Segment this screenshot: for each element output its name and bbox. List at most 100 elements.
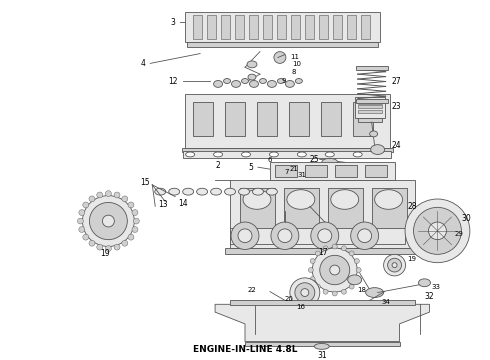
Bar — [249, 15, 258, 39]
Bar — [291, 15, 300, 39]
Ellipse shape — [83, 202, 89, 208]
Ellipse shape — [128, 234, 134, 240]
Ellipse shape — [351, 222, 379, 249]
Text: 15: 15 — [140, 178, 150, 187]
Text: 28: 28 — [408, 202, 417, 211]
Ellipse shape — [310, 258, 315, 264]
Text: 23: 23 — [392, 102, 401, 111]
Text: 17: 17 — [318, 248, 327, 257]
Ellipse shape — [388, 258, 401, 272]
Text: 19: 19 — [408, 256, 416, 262]
Text: 31: 31 — [298, 172, 307, 178]
Ellipse shape — [312, 248, 357, 292]
Ellipse shape — [214, 152, 222, 157]
Text: 7: 7 — [285, 169, 290, 175]
Ellipse shape — [311, 222, 339, 249]
Ellipse shape — [89, 196, 95, 202]
Text: 2: 2 — [215, 161, 220, 170]
Ellipse shape — [223, 78, 230, 84]
Ellipse shape — [252, 188, 264, 195]
Ellipse shape — [90, 202, 127, 240]
Bar — [358, 100, 382, 104]
Bar — [284, 188, 319, 237]
Bar — [319, 15, 328, 39]
Bar — [358, 105, 382, 108]
Text: 16: 16 — [296, 304, 305, 310]
Ellipse shape — [249, 81, 258, 87]
Bar — [321, 102, 341, 136]
Bar — [356, 66, 388, 70]
Text: 9: 9 — [282, 78, 286, 84]
Text: 11: 11 — [290, 54, 299, 60]
Ellipse shape — [278, 229, 292, 243]
Ellipse shape — [114, 244, 120, 250]
Bar — [371, 188, 407, 237]
Bar — [270, 162, 394, 180]
Ellipse shape — [405, 199, 470, 263]
Ellipse shape — [183, 188, 194, 195]
Ellipse shape — [211, 188, 221, 195]
Ellipse shape — [301, 289, 309, 297]
Bar — [328, 188, 363, 237]
Text: 31: 31 — [318, 351, 327, 360]
Ellipse shape — [314, 343, 329, 349]
Text: ENGINE-IN-LINE 4.8L: ENGINE-IN-LINE 4.8L — [193, 346, 297, 355]
Text: 20: 20 — [285, 296, 294, 302]
Bar — [289, 102, 309, 136]
Ellipse shape — [330, 265, 340, 275]
Ellipse shape — [105, 246, 111, 251]
Bar — [207, 15, 216, 39]
Ellipse shape — [239, 188, 249, 195]
Ellipse shape — [277, 78, 284, 84]
Ellipse shape — [349, 251, 354, 256]
Text: 22: 22 — [248, 287, 257, 293]
Text: 30: 30 — [462, 213, 471, 222]
Ellipse shape — [290, 278, 320, 307]
Ellipse shape — [297, 152, 306, 157]
Ellipse shape — [323, 246, 328, 251]
Ellipse shape — [310, 276, 315, 282]
Ellipse shape — [414, 207, 462, 255]
Text: 24: 24 — [392, 141, 401, 150]
Ellipse shape — [97, 244, 103, 250]
Ellipse shape — [353, 152, 362, 157]
Ellipse shape — [247, 61, 257, 68]
Text: 25: 25 — [310, 155, 319, 164]
Bar — [185, 13, 380, 42]
Text: 29: 29 — [454, 231, 463, 237]
Ellipse shape — [268, 81, 276, 87]
Bar — [355, 97, 385, 118]
Ellipse shape — [132, 226, 138, 233]
Ellipse shape — [128, 202, 134, 208]
Bar — [235, 15, 244, 39]
Ellipse shape — [260, 78, 267, 84]
Text: 6: 6 — [268, 157, 272, 163]
Ellipse shape — [428, 222, 446, 240]
Bar — [275, 165, 297, 177]
Bar — [193, 102, 213, 136]
Bar — [230, 180, 415, 248]
Ellipse shape — [358, 229, 371, 243]
Ellipse shape — [271, 222, 299, 249]
Ellipse shape — [274, 51, 286, 63]
Bar — [353, 102, 372, 136]
Ellipse shape — [308, 267, 313, 273]
Ellipse shape — [77, 218, 83, 224]
Text: 3: 3 — [170, 18, 175, 27]
Ellipse shape — [122, 240, 128, 246]
Bar — [225, 102, 245, 136]
Bar — [356, 99, 388, 103]
Ellipse shape — [295, 78, 302, 84]
Ellipse shape — [322, 158, 338, 166]
Ellipse shape — [82, 195, 134, 247]
Ellipse shape — [332, 291, 337, 296]
Text: 5: 5 — [248, 163, 253, 172]
Bar — [263, 15, 272, 39]
Text: 33: 33 — [432, 284, 441, 290]
Ellipse shape — [366, 288, 384, 297]
Ellipse shape — [114, 192, 120, 198]
Ellipse shape — [369, 131, 378, 137]
Bar — [305, 15, 314, 39]
Ellipse shape — [323, 289, 328, 294]
Ellipse shape — [169, 188, 180, 195]
